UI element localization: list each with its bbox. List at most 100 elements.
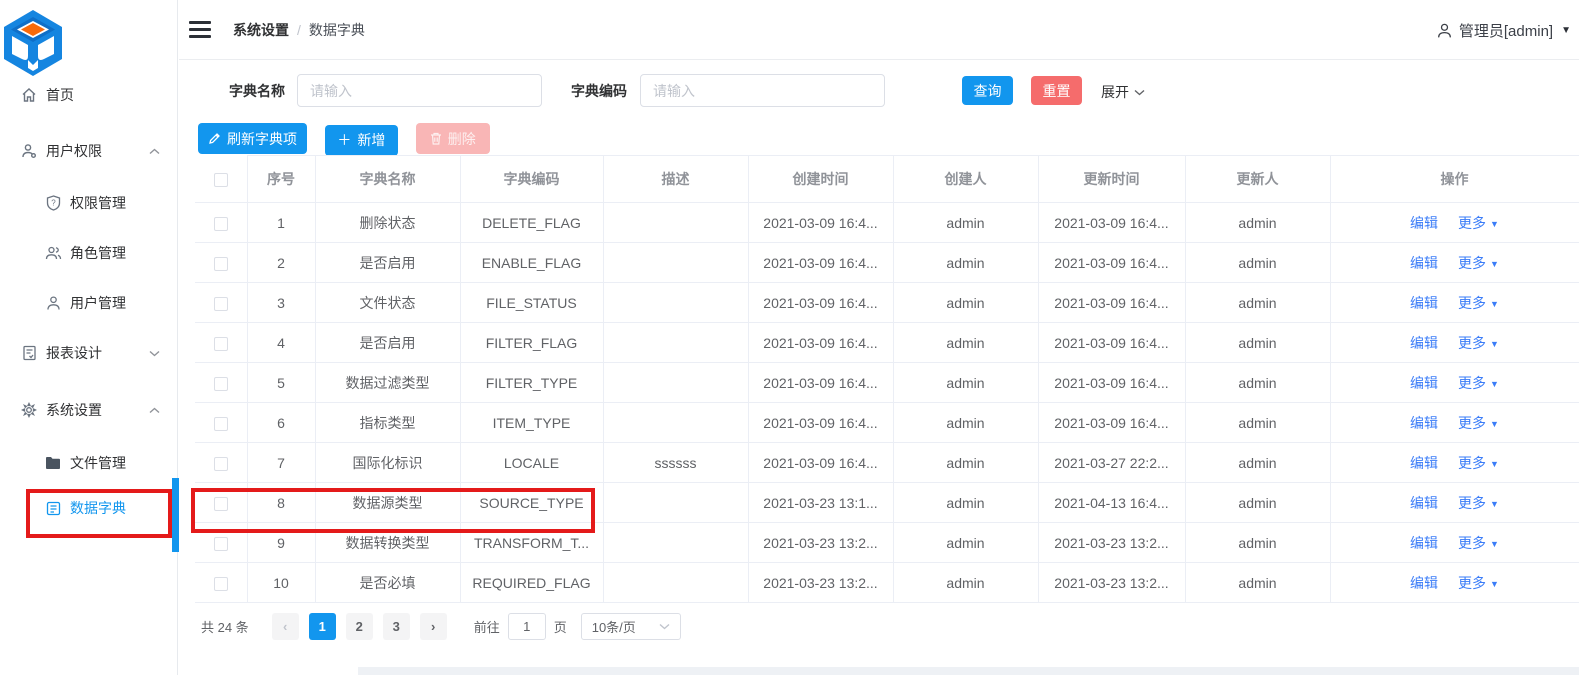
cell-code: DELETE_FLAG [460,202,604,243]
more-dropdown[interactable]: 更多 ▼ [1458,334,1499,351]
cell-desc [603,362,749,403]
more-dropdown[interactable]: 更多 ▼ [1458,254,1499,271]
cell-created: 2021-03-23 13:1... [748,482,894,523]
cell-created: 2021-03-09 16:4... [748,322,894,363]
row-checkbox[interactable] [213,376,228,391]
row-checkbox[interactable] [213,576,228,591]
delete-label: 删除 [447,130,476,147]
col-ops: 操作 [1330,155,1579,203]
cell-updated: 2021-03-23 13:2... [1038,562,1186,603]
dict-code-input[interactable] [640,74,885,107]
more-dropdown[interactable]: 更多 ▼ [1458,534,1499,551]
next-page-button[interactable]: › [419,612,447,640]
edit-link[interactable]: 编辑 [1410,374,1439,391]
row-checkbox[interactable] [213,416,228,431]
cell-code: FILTER_FLAG [460,322,604,363]
cell-creator: admin [893,562,1039,603]
sidebar-item-file-mgmt[interactable]: 文件管理 [0,443,178,483]
caret-down-icon: ▼ [1490,498,1499,509]
more-dropdown[interactable]: 更多 ▼ [1458,454,1499,471]
row-checkbox[interactable] [213,536,228,551]
sidebar-item-user-perms[interactable]: 用户权限 [0,131,178,171]
more-dropdown[interactable]: 更多 ▼ [1458,494,1499,511]
user-icon [44,294,62,312]
chevron-up-icon [149,407,160,414]
edit-link[interactable]: 编辑 [1410,214,1439,231]
select-all-checkbox[interactable] [213,173,228,188]
cell-name: 是否必填 [315,562,461,603]
cell-name: 数据源类型 [315,482,461,523]
more-dropdown[interactable]: 更多 ▼ [1458,214,1499,231]
search-button[interactable]: 查询 [962,76,1013,105]
row-checkbox[interactable] [213,336,228,351]
data-table: 序号 字典名称 字典编码 描述 创建时间 创建人 更新时间 更新人 操作 1 [195,155,1579,603]
breadcrumb-parent[interactable]: 系统设置 [233,21,289,38]
cell-updater: admin [1185,562,1331,603]
app-logo[interactable] [0,8,178,78]
more-dropdown[interactable]: 更多 ▼ [1458,374,1499,391]
caret-down-icon: ▼ [1490,338,1499,349]
cell-code: LOCALE [460,442,604,483]
add-button[interactable]: ＋ 新增 [324,124,398,156]
cell-name: 数据过滤类型 [315,362,461,403]
page-button-2[interactable]: 2 [345,612,373,640]
hamburger-menu-icon[interactable] [189,19,215,41]
cell-updated: 2021-03-09 16:4... [1038,282,1186,323]
row-checkbox[interactable] [213,216,228,231]
sidebar-item-user-mgmt[interactable]: 用户管理 [0,283,178,323]
page-button-1[interactable]: 1 [308,612,336,640]
cell-updater: admin [1185,482,1331,523]
cell-no: 2 [247,242,316,283]
edit-link[interactable]: 编辑 [1410,574,1439,591]
page-button-3[interactable]: 3 [382,612,410,640]
prev-page-button[interactable]: ‹ [271,612,299,640]
sidebar-item-data-dict[interactable]: 数据字典 [0,488,178,528]
user-menu[interactable]: 管理员[admin] ▼ [1436,0,1571,60]
breadcrumb-current: 数据字典 [308,21,365,38]
cell-creator: admin [893,522,1039,563]
cell-desc [603,242,749,283]
row-checkbox[interactable] [213,496,228,511]
delete-button[interactable]: 删除 [415,123,490,154]
refresh-dict-button[interactable]: 刷新字典项 [198,123,307,154]
trash-icon [430,132,442,145]
row-checkbox[interactable] [213,296,228,311]
more-dropdown[interactable]: 更多 ▼ [1458,574,1499,591]
edit-link[interactable]: 编辑 [1410,534,1439,551]
sidebar-item-home[interactable]: 首页 [0,75,178,115]
cell-creator: admin [893,322,1039,363]
sidebar-item-report-design[interactable]: 报表设计 [0,333,178,373]
table-row: 4 是否启用 FILTER_FLAG 2021-03-09 16:4... ad… [195,322,1579,363]
cell-updated: 2021-03-27 22:2... [1038,442,1186,483]
chevron-down-icon [659,623,670,630]
more-dropdown[interactable]: 更多 ▼ [1458,414,1499,431]
reset-button[interactable]: 重置 [1031,76,1082,105]
cell-no: 8 [247,482,316,523]
edit-link[interactable]: 编辑 [1410,414,1439,431]
cell-desc [603,282,749,323]
goto-page-input[interactable] [507,612,546,640]
table-row: 7 国际化标识 LOCALE ssssss 2021-03-09 16:4...… [195,442,1579,483]
sidebar-item-sys-settings[interactable]: 系统设置 [0,390,178,430]
more-dropdown[interactable]: 更多 ▼ [1458,294,1499,311]
page-size-select[interactable]: 10条/页 [580,612,681,640]
edit-link[interactable]: 编辑 [1410,494,1439,511]
edit-link[interactable]: 编辑 [1410,454,1439,471]
expand-toggle[interactable]: 展开 [1101,82,1145,102]
dict-name-input[interactable] [297,74,542,107]
edit-link[interactable]: 编辑 [1410,334,1439,351]
cell-code: TRANSFORM_T... [460,522,604,563]
sidebar-item-label: 文件管理 [70,455,126,471]
user-name: 管理员[admin] [1458,22,1554,40]
edit-link[interactable]: 编辑 [1410,294,1439,311]
caret-down-icon: ▼ [1490,378,1499,389]
cell-desc [603,202,749,243]
sidebar-item-perm-mgmt[interactable]: ? 权限管理 [0,183,178,223]
cell-creator: admin [893,282,1039,323]
cell-no: 4 [247,322,316,363]
cell-no: 9 [247,522,316,563]
row-checkbox[interactable] [213,256,228,271]
row-checkbox[interactable] [213,456,228,471]
edit-link[interactable]: 编辑 [1410,254,1439,271]
sidebar-item-role-mgmt[interactable]: 角色管理 [0,233,178,273]
